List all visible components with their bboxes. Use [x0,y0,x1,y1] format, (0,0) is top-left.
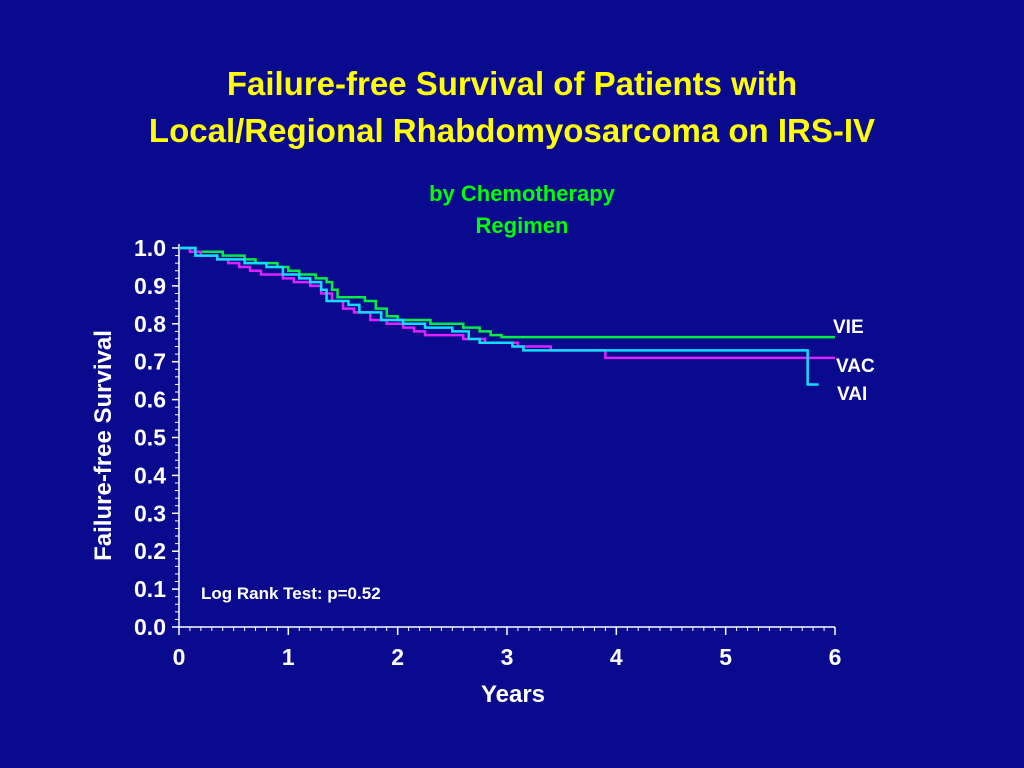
y-tick-label: 0.8 [134,311,166,337]
y-tick-label: 0.6 [134,387,166,413]
curve-vai [179,246,819,386]
series-label-vie: VIE [833,317,864,338]
chart-labels: Years Failure-free Survival Log Rank Test:… [90,317,875,708]
chart-title-line-1: Failure-free Survival of Patients with [226,65,798,102]
y-tick-label: 0.2 [134,538,166,564]
x-axis-label: Years [481,681,545,708]
y-axis-label: Failure-free Survival [90,330,117,561]
x-tick-label: 5 [719,644,732,670]
log-rank-annotation: Log Rank Test: p=0.52 [201,584,381,603]
x-tick-label: 4 [610,644,623,670]
chart-subtitle-line-2: Regimen [475,213,569,238]
series-label-vai: VAI [837,384,867,405]
y-tick-label: 0.9 [134,273,166,299]
curve-vie [179,246,835,339]
y-tick-label: 0.3 [134,500,166,526]
y-tick-label: 0.4 [134,462,166,488]
x-tick-label: 2 [391,644,404,670]
y-tick-label: 0.1 [134,576,166,602]
y-tick-label: 1.0 [134,235,166,261]
x-tick-label: 0 [173,644,186,670]
chart-subtitle-line-1: by Chemotherapy [429,181,615,206]
chart-title-line-2: Local/Regional Rhabdomyosarcoma on IRS-I… [148,112,876,149]
x-tick-label: 1 [282,644,295,670]
survival-curves [179,246,835,386]
y-tick-label: 0.7 [134,349,166,375]
x-tick-label: 6 [829,644,842,670]
y-tick-label: 0.0 [134,614,166,640]
series-label-vac: VAC [836,356,875,377]
y-tick-label: 0.5 [134,425,166,451]
x-tick-label: 3 [501,644,514,670]
axes: 0.0 0.1 0.2 0.3 0.4 0.5 0.6 0.7 0.8 0.9 1.0 0 1 2 3 4 5 6 [134,235,841,670]
